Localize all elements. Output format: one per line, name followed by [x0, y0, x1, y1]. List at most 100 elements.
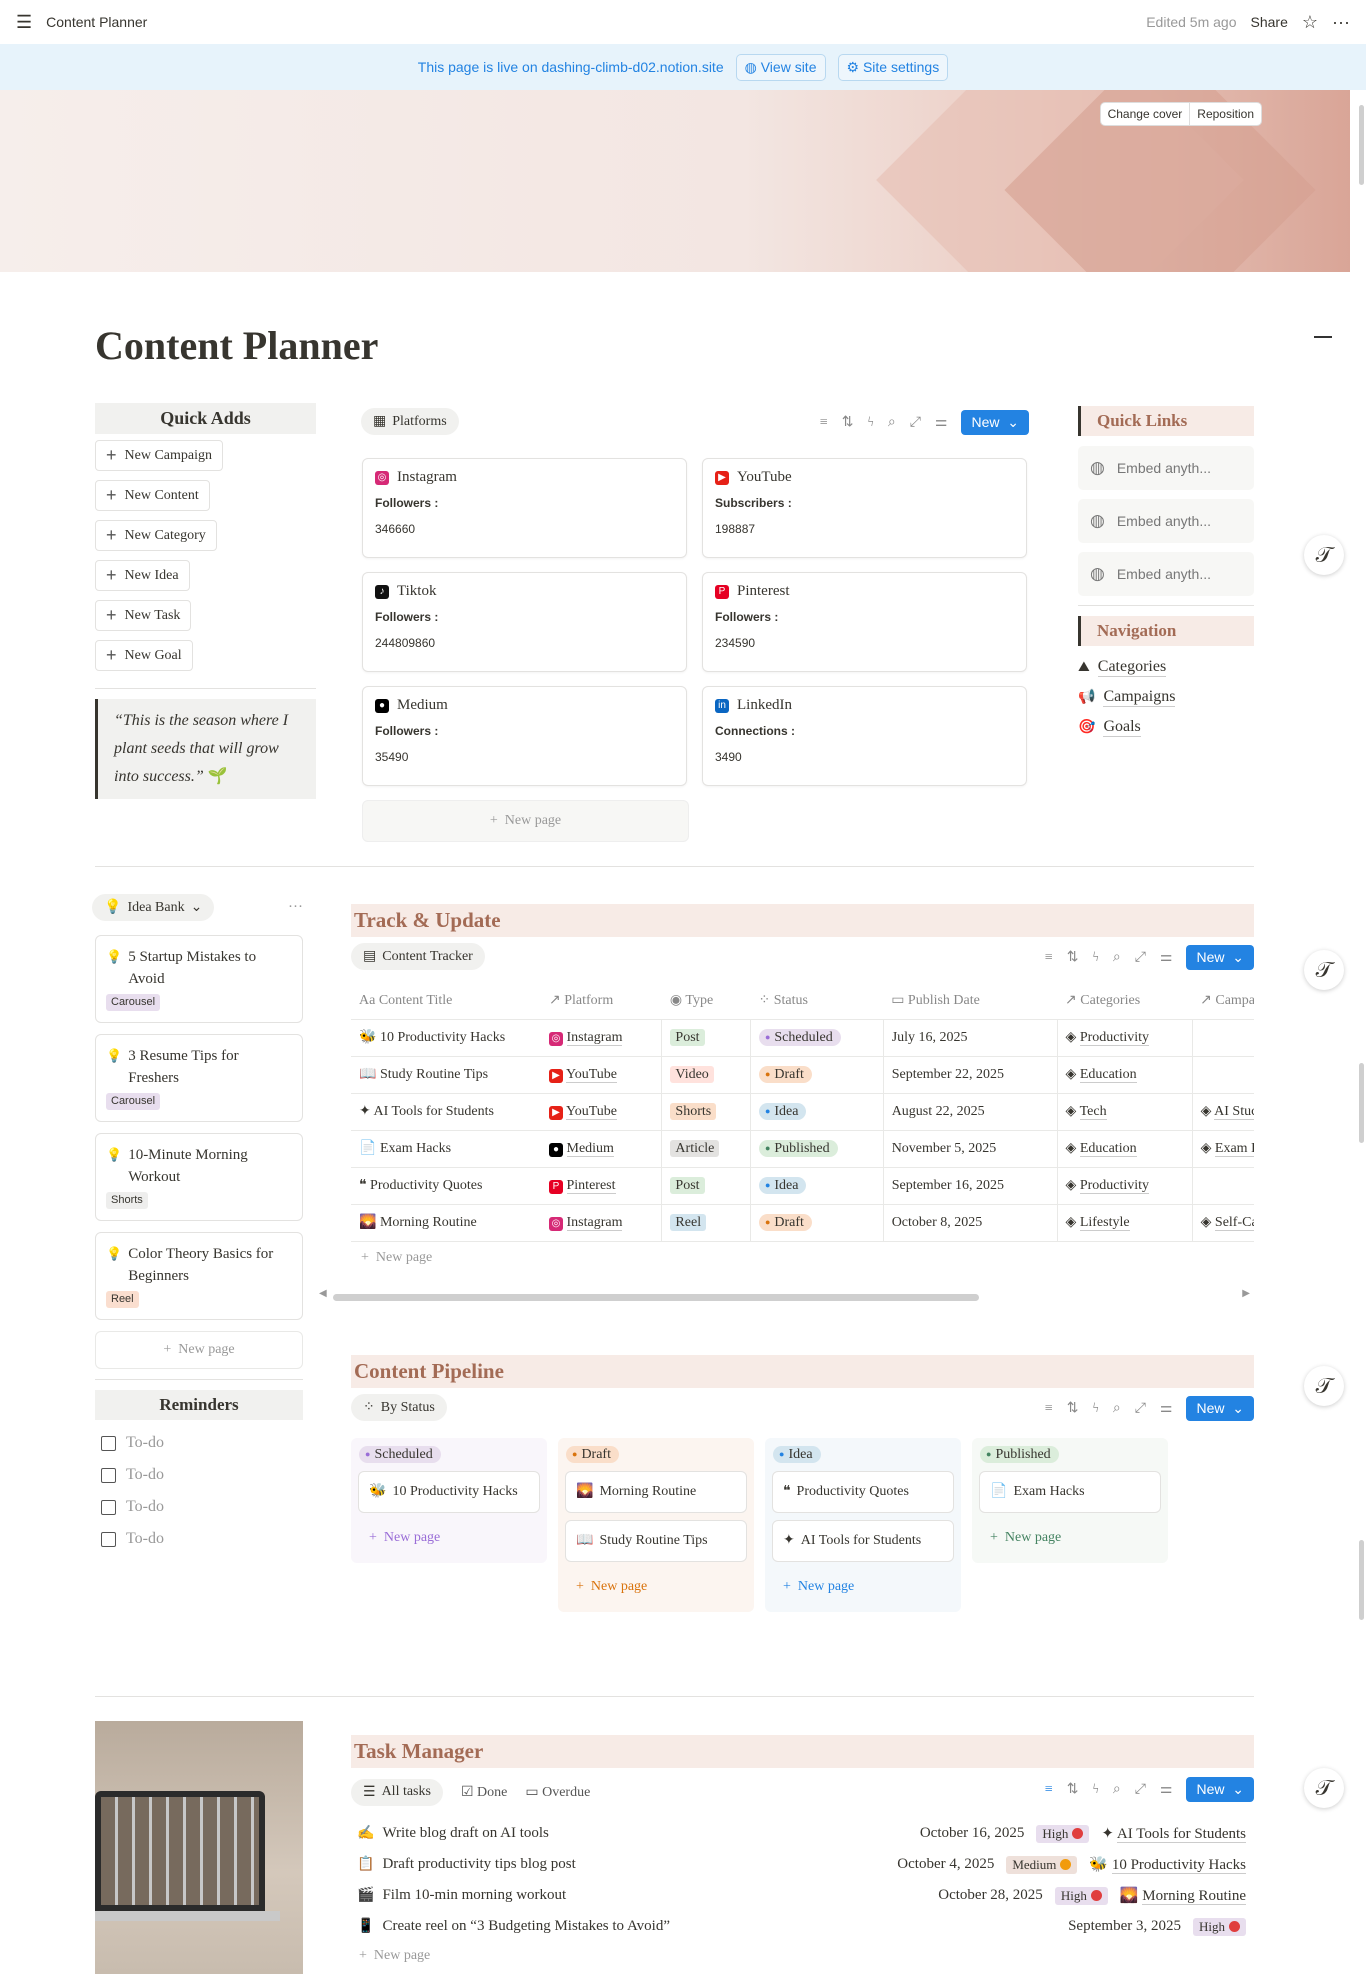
tasks-new-page[interactable]: + New page	[359, 1948, 431, 1963]
site-settings-button[interactable]: ⚙ Site settings	[837, 53, 949, 81]
platform-card[interactable]: ● Medium Followers : 35490	[362, 686, 687, 786]
board-new-page[interactable]: + New page	[783, 1579, 855, 1594]
tab-overdue[interactable]: ▭ Overdue	[525, 1784, 590, 1801]
task-title[interactable]: Draft productivity tips blog post	[382, 1856, 576, 1872]
search-icon[interactable]: ⌕	[1112, 1781, 1121, 1797]
todo-item[interactable]: To-do	[101, 1466, 303, 1484]
task-item[interactable]: ✍ Write blog draft on AI tools October 16…	[357, 1818, 1246, 1849]
tasks-new-button[interactable]: New ⌄	[1186, 1777, 1254, 1802]
expand-icon[interactable]: ⤢	[1134, 949, 1146, 965]
idea-card[interactable]: 💡 3 Resume Tips for Freshers Carousel	[95, 1034, 303, 1122]
table-row[interactable]: ❝ Productivity Quotes P Pinterest Post I…	[351, 1167, 1254, 1205]
task-title[interactable]: Write blog draft on AI tools	[382, 1825, 549, 1841]
category-link[interactable]: Productivity	[1079, 1178, 1150, 1194]
board-new-page[interactable]: + New page	[369, 1530, 441, 1545]
platform-link[interactable]: Instagram	[566, 1029, 623, 1046]
board-card[interactable]: ❝ Productivity Quotes	[773, 1472, 953, 1512]
todo-item[interactable]: To-do	[101, 1498, 303, 1516]
platform-card[interactable]: ▶ YouTube Subscribers : 198887	[702, 458, 1027, 558]
idea-card[interactable]: 💡 10-Minute Morning Workout Shorts	[95, 1133, 303, 1221]
task-item[interactable]: 📋 Draft productivity tips blog post Octob…	[357, 1849, 1246, 1880]
horizontal-scrollbar[interactable]: ◀ ▶	[319, 1287, 1250, 1301]
board-card[interactable]: 🌄 Morning Routine	[566, 1472, 746, 1512]
settings-icon[interactable]: ⚌	[934, 415, 948, 430]
platform-link[interactable]: Medium	[566, 1140, 614, 1157]
category-link[interactable]: Tech	[1079, 1104, 1107, 1120]
checkbox[interactable]	[101, 1531, 116, 1547]
scrollbar[interactable]	[1359, 105, 1364, 185]
platform-link[interactable]: YouTube	[565, 1066, 617, 1083]
tab-all-tasks[interactable]: ☰ All tasks	[351, 1778, 443, 1806]
board-card[interactable]: 🐝 10 Productivity Hacks	[359, 1472, 539, 1512]
expand-icon[interactable]: ⤢	[1134, 1400, 1146, 1416]
embed-block[interactable]: ◍ Embed anyth...	[1078, 446, 1254, 490]
platforms-new-page[interactable]: + New page	[362, 800, 689, 842]
scrollbar[interactable]	[1359, 1063, 1364, 1143]
idea-card[interactable]: 💡 Color Theory Basics for Beginners Reel	[95, 1232, 303, 1320]
quick-add-button[interactable]: + New Idea	[95, 560, 316, 600]
board-new-page[interactable]: + New page	[990, 1530, 1062, 1545]
board-new-page[interactable]: + New page	[576, 1579, 648, 1594]
platform-link[interactable]: Instagram	[566, 1214, 623, 1231]
content-title[interactable]: Study Routine Tips	[379, 1067, 489, 1082]
quick-add-button[interactable]: + New Category	[95, 520, 316, 560]
checkbox[interactable]	[101, 1435, 116, 1451]
content-title[interactable]: Exam Hacks	[379, 1141, 452, 1156]
table-row[interactable]: 🐝 10 Productivity Hacks ◎ Instagram Post…	[351, 1019, 1254, 1057]
expand-icon[interactable]: ⤢	[1134, 1781, 1146, 1797]
automation-icon[interactable]: ϟ	[1092, 1781, 1099, 1797]
task-title[interactable]: Film 10-min morning workout	[382, 1887, 567, 1903]
scrollbar[interactable]	[1359, 1540, 1364, 1620]
search-icon[interactable]: ⌕	[1112, 1400, 1121, 1416]
ai-assistant-button[interactable]: 𝒯	[1304, 535, 1344, 575]
quick-add-button[interactable]: + New Content	[95, 480, 316, 520]
task-item[interactable]: 🎬 Film 10-min morning workout October 28,…	[357, 1880, 1246, 1911]
board-card[interactable]: ✦ AI Tools for Students	[773, 1521, 953, 1561]
campaign-link[interactable]: AI Stuc	[1214, 1104, 1254, 1120]
menu-icon[interactable]: ☰	[16, 11, 33, 32]
table-row[interactable]: 📖 Study Routine Tips ▶ YouTube Video Dra…	[351, 1056, 1254, 1094]
filter-icon[interactable]: ≡	[1044, 949, 1053, 965]
change-cover-button[interactable]: Change cover	[1101, 103, 1191, 125]
sort-icon[interactable]: ⇅	[1066, 1401, 1079, 1416]
settings-icon[interactable]: ⚌	[1159, 1401, 1173, 1416]
sort-icon[interactable]: ⇅	[1066, 1782, 1079, 1797]
automation-icon[interactable]: ϟ	[1092, 1400, 1099, 1416]
board-card[interactable]: 📄 Exam Hacks	[980, 1472, 1160, 1512]
nav-link-goals[interactable]: 🎯 Goals	[1078, 718, 1254, 737]
search-icon[interactable]: ⌕	[887, 414, 896, 430]
table-row[interactable]: 🌄 Morning Routine ◎ Instagram Reel Draft…	[351, 1204, 1254, 1242]
platform-link[interactable]: YouTube	[565, 1103, 617, 1120]
expand-icon[interactable]: ⤢	[909, 414, 921, 430]
toc-indicator[interactable]	[1314, 336, 1332, 338]
table-row[interactable]: 📄 Exam Hacks ● Medium Article Published …	[351, 1130, 1254, 1168]
pipeline-new-button[interactable]: New ⌄	[1186, 1396, 1254, 1421]
content-title[interactable]: Productivity Quotes	[370, 1178, 483, 1193]
ai-assistant-button[interactable]: 𝒯	[1304, 1366, 1344, 1406]
filter-icon[interactable]: ≡	[1044, 1400, 1053, 1416]
nav-link-campaigns[interactable]: 📢 Campaigns	[1078, 688, 1254, 707]
quick-add-button[interactable]: + New Task	[95, 600, 316, 640]
todo-item[interactable]: To-do	[101, 1434, 303, 1452]
category-link[interactable]: Productivity	[1079, 1030, 1150, 1046]
column-header[interactable]: ◉ Type	[661, 983, 751, 1020]
column-header[interactable]: ▭ Publish Date	[883, 983, 1058, 1020]
view-site-button[interactable]: ◍ View site	[735, 53, 826, 81]
embed-block[interactable]: ◍ Embed anyth...	[1078, 499, 1254, 543]
platform-card[interactable]: P Pinterest Followers : 234590	[702, 572, 1027, 672]
track-new-button[interactable]: New ⌄	[1186, 945, 1254, 970]
platforms-new-button[interactable]: New ⌄	[961, 410, 1029, 435]
content-tracker-tab[interactable]: ▤ Content Tracker	[351, 943, 485, 970]
quick-add-button[interactable]: + New Campaign	[95, 440, 316, 480]
campaign-link[interactable]: Self-Ca	[1214, 1215, 1254, 1231]
automation-icon[interactable]: ϟ	[867, 414, 874, 430]
content-title[interactable]: Morning Routine	[379, 1215, 477, 1230]
idea-bank-view-tab[interactable]: 💡 Idea Bank ⌄	[92, 894, 215, 921]
task-item[interactable]: 📱 Create reel on “3 Budgeting Mistakes to…	[357, 1911, 1246, 1942]
automation-icon[interactable]: ϟ	[1092, 949, 1099, 965]
board-card[interactable]: 📖 Study Routine Tips	[566, 1521, 746, 1561]
platform-link[interactable]: Pinterest	[566, 1177, 616, 1194]
column-header[interactable]: ↗ Categories	[1057, 983, 1193, 1020]
platforms-view-tab[interactable]: ▦ Platforms	[361, 408, 459, 435]
platform-card[interactable]: in LinkedIn Connections : 3490	[702, 686, 1027, 786]
